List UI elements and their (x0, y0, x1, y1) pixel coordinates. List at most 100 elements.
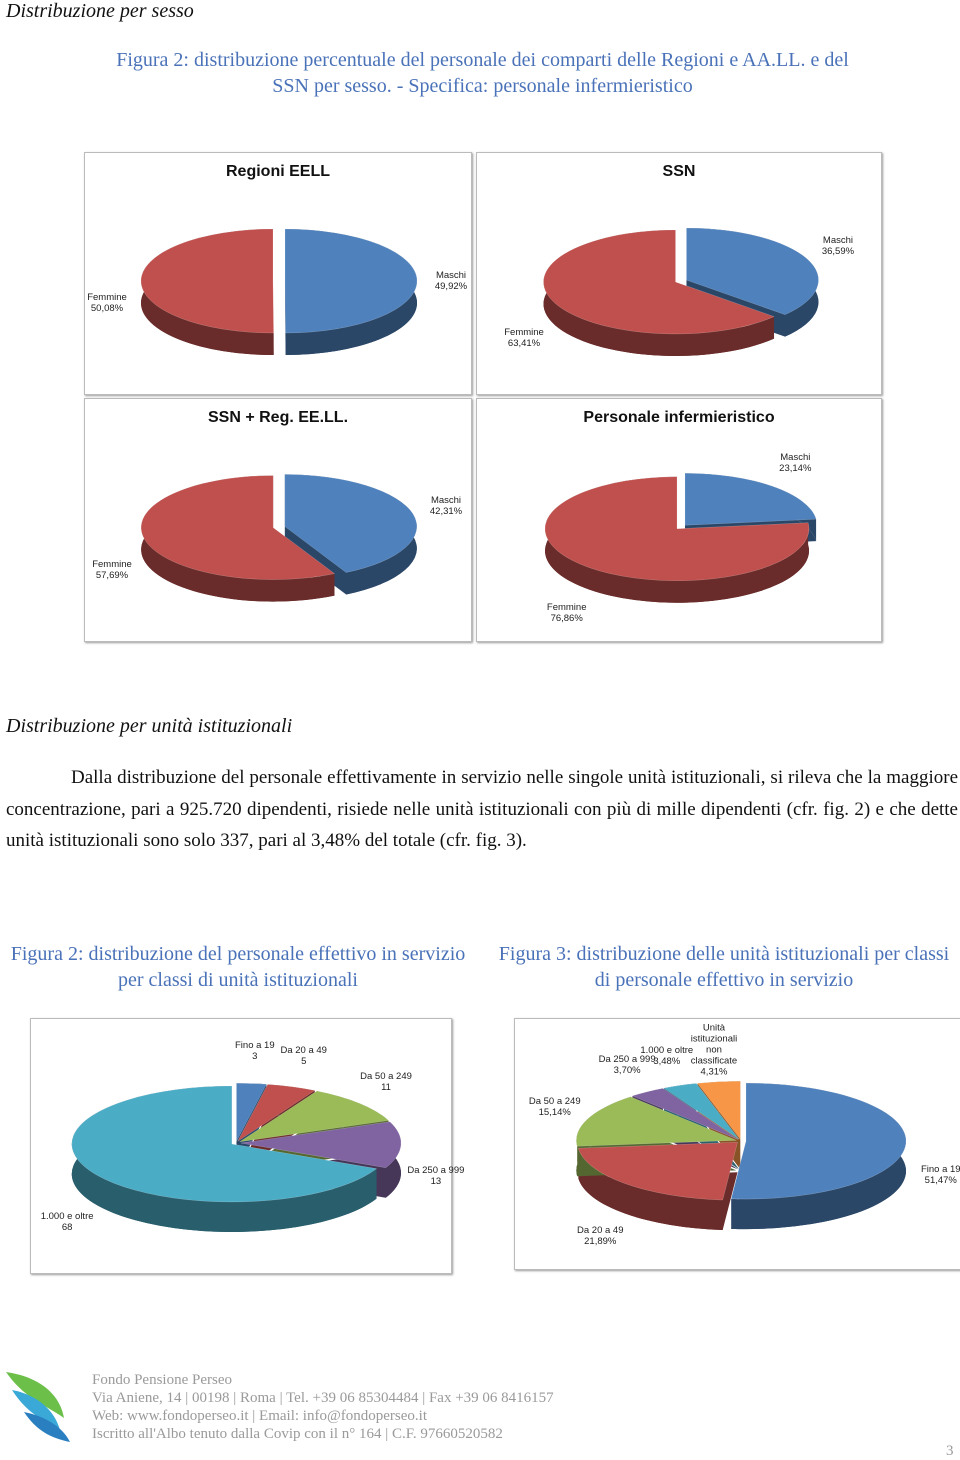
slice-label: 1.000 e oltre 68 (35, 1211, 99, 1233)
pie-tops (140, 474, 418, 580)
chart-box: SSN Maschi 36,59% Femmine 63,41% (476, 152, 882, 395)
slice-value: 3 (252, 1051, 258, 1063)
slice-value: 57,69% (95, 569, 129, 581)
pie-tops (576, 1080, 907, 1201)
slice-value: 63,41% (507, 338, 541, 350)
page-number: 3 (946, 1443, 954, 1459)
slice (686, 227, 819, 315)
footer-line: Via Aniene, 14 | 00198 | Roma | Tel. +39… (92, 1390, 554, 1406)
slice-label: Maschi 42,31% (414, 495, 478, 517)
logo-leaf (12, 1390, 60, 1430)
chart-title: SSN + Reg. EE.LL. (207, 409, 349, 426)
figure-caption: Figura 3: distribuzione delle unità isti… (498, 943, 950, 991)
slice (663, 1083, 740, 1140)
pie-chart (140, 228, 418, 356)
slice-value: 50,08% (90, 303, 124, 315)
chart-box: Fino a 19 51,47% Da 20 a 49 21,89% Da 50 a 2… (514, 1018, 960, 1270)
slice-label: Maschi 49,92% (419, 270, 483, 292)
slice (631, 1088, 739, 1140)
slice-value: 49,92% (434, 280, 468, 292)
slice-label: Da 50 a 249 11 (354, 1071, 418, 1093)
pie-tops (544, 472, 817, 581)
slice-label: Femmine 57,69% (80, 559, 144, 581)
chart-box: Personale infermieristico Maschi 23,14% Fem… (476, 398, 882, 642)
slice-category: Femmine (504, 327, 544, 339)
section-title: Distribuzione per sesso (6, 0, 194, 22)
slice-value: 3,48% (653, 1055, 681, 1067)
pie-chart (544, 472, 817, 603)
slice-category: Maschi (780, 451, 811, 463)
slice-label: Femmine 63,41% (492, 327, 556, 349)
slice-label: Da 250 a 999 3,70% (595, 1054, 659, 1076)
slice (71, 1085, 378, 1203)
slice-value: 76,86% (550, 613, 583, 625)
slice-label: Femmine 50,08% (75, 292, 139, 314)
slice-label: 1.000 e oltre 3,48% (635, 1045, 699, 1067)
slice (236, 1082, 267, 1142)
pie-chart (576, 1080, 907, 1231)
slice-label: Da 50 a 249 15,14% (523, 1096, 587, 1118)
slice-value: 13 (430, 1175, 442, 1187)
slice-category: Fino a 19 (235, 1040, 275, 1052)
slice-category: Da 50 a 249 (528, 1096, 581, 1108)
slice-value: 5 (301, 1056, 307, 1068)
slice (543, 229, 775, 335)
chart-title: Personale infermieristico (583, 409, 775, 426)
pie-chart (140, 474, 418, 602)
chart-box: Fino a 19 3 Da 20 a 49 5 Da 50 a 249 11 Da 250… (30, 1018, 464, 1274)
footer-line: Web: www.fondoperseo.it | Email: info@fo… (92, 1408, 427, 1424)
slice-category: Maschi (822, 234, 853, 246)
pie-tops (140, 228, 418, 334)
pie-tops (543, 227, 819, 335)
figure-caption: Figura 2: distribuzione del personale ef… (10, 943, 466, 991)
slice-value: 23,14% (779, 462, 812, 474)
chart-title: SSN (662, 163, 696, 180)
section-title: Distribuzione per unità istituzionali (6, 715, 293, 737)
slice-label: Fino a 19 3 (223, 1040, 287, 1062)
slice-value: 15,14% (538, 1107, 571, 1119)
slice-label: Da 250 a 999 13 (404, 1165, 468, 1187)
slice (684, 472, 817, 526)
slice-value: 42,31% (429, 506, 463, 518)
chart-box: SSN + Reg. EE.LL. Maschi 42,31% Femmine 57,6… (84, 398, 472, 642)
slice (140, 228, 274, 334)
slice-category: Unità istituzionali non classificate (690, 1022, 738, 1067)
slice-label: Fino a 19 51,47% (909, 1164, 960, 1186)
slice-side (543, 229, 775, 356)
slice-category: Femmine (546, 602, 587, 614)
logo-leaf (24, 1412, 70, 1442)
slice-category: Maschi (435, 269, 467, 281)
slice-category: Maschi (430, 495, 462, 507)
chart-title: Regioni EELL (226, 163, 330, 180)
pie-tops (71, 1082, 402, 1203)
slice (240, 1121, 402, 1169)
slice (284, 228, 418, 334)
slice-category: Fino a 19 (920, 1164, 960, 1176)
slice-category: Da 250 a 999 (407, 1164, 465, 1176)
slice-label: Maschi 36,59% (806, 235, 870, 257)
slice-value: 3,70% (613, 1065, 641, 1077)
slice-side (578, 1148, 723, 1231)
slice-value: 11 (381, 1082, 391, 1094)
chart-box: Regioni EELL Maschi 49,92% Femmine 50,08% (84, 152, 472, 395)
slice (239, 1090, 390, 1143)
slice-value: 68 (61, 1222, 73, 1234)
slice (577, 1142, 738, 1201)
slice-value: 21,89% (584, 1236, 617, 1248)
slice-category: Femmine (87, 292, 127, 304)
slice-label: Da 20 a 49 5 (272, 1045, 336, 1067)
slice-category: Femmine (92, 558, 132, 570)
pie-chart (543, 227, 819, 356)
slice (284, 474, 418, 573)
slice-category: Da 250 a 999 (598, 1054, 656, 1066)
slice-value: 51,47% (924, 1175, 957, 1187)
logo (6, 1372, 70, 1442)
slice-label: Unità istituzionali non classificate 4,31… (682, 1022, 746, 1077)
slice-category: Da 50 a 249 (360, 1071, 412, 1083)
slice-value: 4,31% (700, 1066, 728, 1078)
slice (237, 1084, 316, 1142)
slice (576, 1096, 737, 1147)
figure-caption: Figura 2: distribuzione percentuale del … (116, 49, 849, 97)
slice (697, 1080, 741, 1140)
